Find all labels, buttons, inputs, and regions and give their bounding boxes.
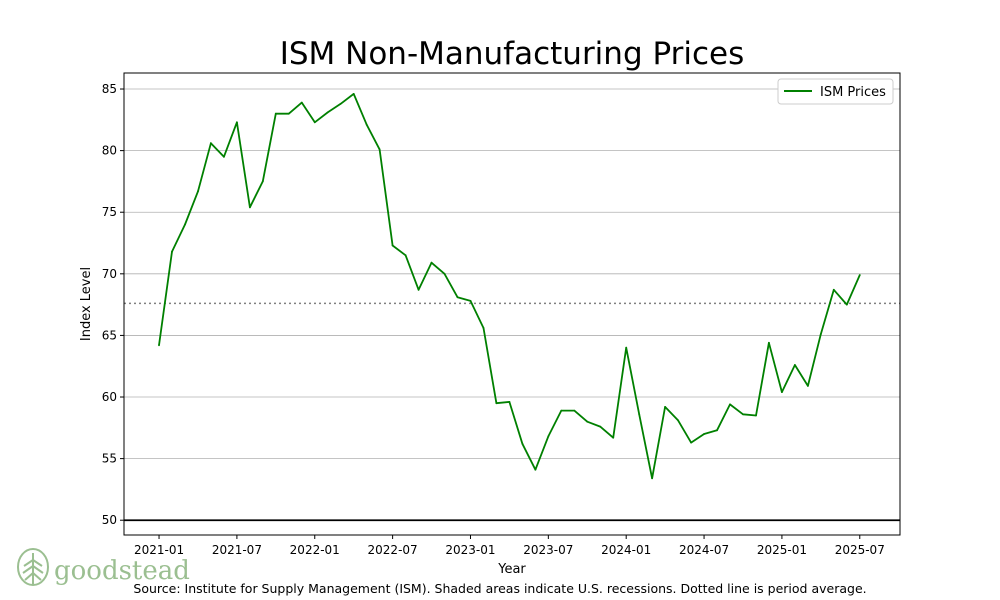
data-point [742,413,744,416]
data-point [781,391,783,393]
data-point [210,142,212,145]
series-line-ism-prices [158,93,861,480]
legend-label-ism-prices: ISM Prices [820,85,886,100]
x-tick-label-2024-07: 2024-07 [679,543,729,557]
data-point [625,346,628,349]
x-tick-label-2023-01: 2023-01 [445,543,495,557]
data-point [690,441,692,444]
data-point [365,123,368,126]
data-point [664,406,666,408]
x-tick-label-2024-01: 2024-01 [601,543,651,557]
data-point [729,403,731,406]
data-point [495,402,498,405]
series-layer [158,93,861,480]
data-point [845,303,848,306]
data-point [547,435,550,438]
data-point [651,477,653,480]
data-point [560,409,563,412]
x-tick-label-2022-07: 2022-07 [368,543,418,557]
data-point [819,333,822,336]
brand-logo: goodstead [17,548,190,586]
data-point [677,419,679,422]
data-point [612,436,615,439]
data-point [443,272,446,275]
y-tick-label-60: 60 [102,390,117,404]
data-point [586,420,589,423]
data-point [404,254,407,257]
x-tick-label-2021-01: 2021-01 [134,543,184,557]
data-point [158,344,160,347]
y-tick-label-75: 75 [102,205,117,219]
plot-frame [123,72,901,536]
data-point [794,364,796,366]
x-tick-label-2022-01: 2022-01 [290,543,340,557]
x-tick-label-2025-01: 2025-01 [757,543,807,557]
y-tick-label-55: 55 [102,452,117,466]
x-tick-label-2023-07: 2023-07 [523,543,573,557]
data-point [249,206,251,209]
data-point [521,442,524,445]
data-point [261,180,264,183]
data-point [534,468,537,471]
y-tick-label-80: 80 [102,144,117,158]
data-point [236,121,238,124]
brand-name: goodstead [54,556,190,586]
data-point [599,425,602,428]
data-point [858,274,861,276]
y-tick-label-50: 50 [102,513,117,527]
data-point [300,101,303,104]
data-point [430,261,433,264]
x-axis-label: Year [497,562,526,577]
data-point [417,288,420,291]
data-point [352,93,355,95]
gridlines [124,88,900,521]
data-point [287,112,290,115]
y-axis-label: Index Level [79,267,94,341]
y-tick-label-85: 85 [102,82,117,96]
data-point [184,223,186,226]
data-point [638,413,641,416]
tree-leaf-icon [17,548,49,586]
data-point [274,112,277,115]
data-point [378,148,381,151]
data-point [313,121,316,124]
data-point [768,341,770,344]
data-point [456,296,459,299]
reference-lines [124,302,900,522]
data-point [807,385,809,387]
x-tick-label-2021-07: 2021-07 [212,543,262,557]
data-point [171,250,173,253]
data-point [508,401,511,403]
data-point [716,429,718,432]
data-point [482,327,485,329]
y-axis: 50 55 60 65 70 75 80 85 [102,82,124,527]
data-point [339,102,342,105]
data-point [326,111,329,114]
y-tick-label-70: 70 [102,267,117,281]
source-note: Source: Institute for Supply Management … [133,581,866,596]
x-tick-label-2025-07: 2025-07 [835,543,885,557]
data-point [755,414,757,417]
data-point [469,300,472,302]
data-point [223,155,225,158]
legend[interactable]: ISM Prices [777,78,894,105]
data-point [197,190,199,193]
legend-box [777,78,894,105]
x-axis: 2021-01 2021-07 2022-01 2022-07 2023-01 2023-… [134,535,885,557]
data-point [703,433,705,435]
data-point [832,288,835,291]
y-tick-label-65: 65 [102,328,117,342]
data-point [391,244,394,247]
data-point [573,409,576,412]
chart-title: ISM Non-Manufacturing Prices [280,36,745,72]
